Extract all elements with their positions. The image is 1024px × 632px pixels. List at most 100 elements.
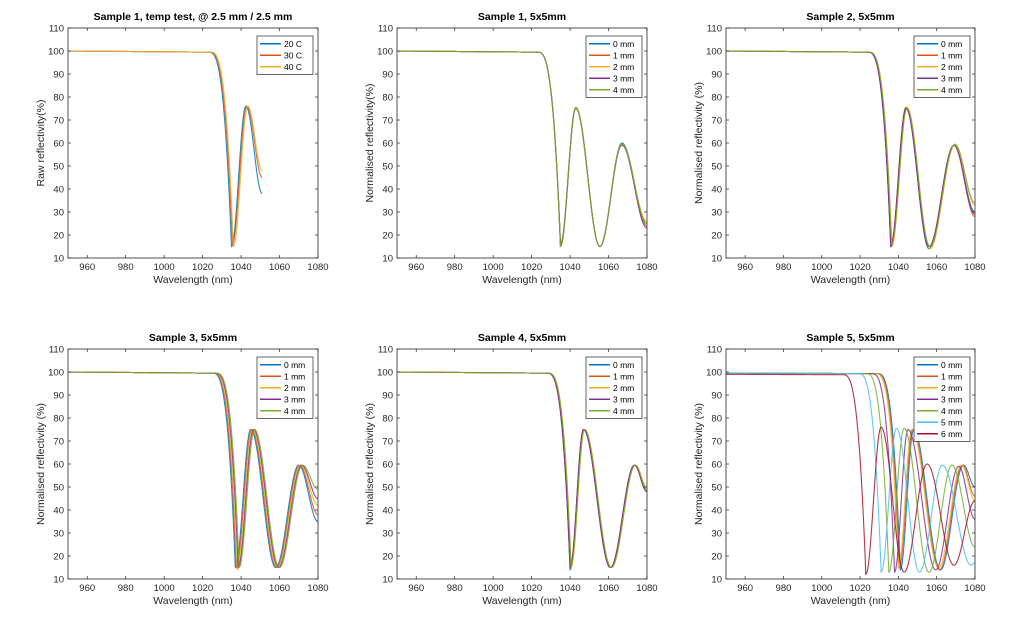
legend: 20 C30 C 40 C (256, 35, 314, 75)
y-tick-label: 10 (711, 575, 722, 586)
y-tick-label: 110 (49, 345, 64, 356)
series-line-4-mm (397, 371, 648, 569)
y-tick-label: 50 (382, 162, 393, 173)
x-tick-label: 1000 (483, 262, 504, 273)
y-tick-label: 80 (53, 93, 64, 104)
y-axis-label: Raw reflectivity(%) (35, 100, 47, 187)
x-tick-label: 1000 (483, 583, 504, 594)
y-tick-label: 100 (706, 368, 722, 379)
y-tick-label: 90 (711, 70, 722, 81)
legend-label: 1 mm (941, 50, 962, 60)
legend-label: 4 mm (941, 406, 962, 416)
y-tick-label: 30 (53, 529, 64, 540)
x-axis-label: Wavelength (nm) (153, 595, 233, 607)
x-tick-label: 1000 (811, 583, 832, 594)
y-tick-label: 20 (711, 231, 722, 242)
x-tick-label: 1060 (598, 262, 619, 273)
x-tick-label: 980 (776, 583, 792, 594)
y-tick-label: 80 (53, 414, 64, 425)
legend-label: 1 mm (613, 50, 634, 60)
x-axis-label: Wavelength (nm) (811, 595, 891, 607)
y-tick-label: 20 (382, 552, 393, 563)
y-tick-label: 50 (53, 162, 64, 173)
subplot-3: 960 980 1000 1020 1040 1060 108010203040506070… (693, 11, 986, 286)
x-tick-label: 1060 (926, 262, 947, 273)
subplot-4: 960 980 1000 1020 1040 1060 108010203040506070… (35, 332, 329, 607)
legend-label: 4 mm (613, 85, 634, 95)
x-tick-label: 1040 (560, 583, 581, 594)
x-tick-label: 1040 (888, 262, 909, 273)
x-tick-label: 1080 (636, 583, 657, 594)
legend-label: 6 mm (941, 429, 962, 439)
legend-label: 3 mm (613, 394, 634, 404)
y-tick-label: 90 (53, 391, 64, 402)
y-tick-label: 110 (378, 24, 393, 35)
y-tick-label: 100 (706, 47, 722, 58)
y-tick-label: 40 (382, 506, 393, 517)
y-tick-label: 20 (382, 231, 393, 242)
x-tick-label: 1000 (154, 262, 175, 273)
y-tick-label: 20 (711, 552, 722, 563)
x-tick-label: 960 (737, 262, 753, 273)
y-axis-label: Normalised reflectivity(%) (364, 83, 376, 202)
legend-label: 5 mm (941, 417, 962, 427)
x-tick-label: 1020 (850, 583, 871, 594)
y-tick-label: 10 (382, 254, 393, 265)
y-tick-label: 60 (382, 460, 393, 471)
x-tick-label: 1020 (192, 583, 213, 594)
legend-label: 1 mm (284, 371, 305, 381)
x-axis-label: Wavelength (nm) (482, 274, 562, 286)
y-tick-label: 100 (377, 47, 393, 58)
legend-label: 20 C (284, 39, 302, 49)
y-tick-label: 90 (53, 70, 64, 81)
y-axis-label: Normalised reflectivity (%) (35, 403, 47, 525)
subplot-2: 960 980 1000 1020 1040 1060 108010203040506070… (364, 11, 658, 286)
legend-label: 2 mm (284, 383, 305, 393)
legend: 0 mm1 mm 2 mm3 mm 4 mm (585, 356, 643, 419)
x-tick-label: 980 (776, 262, 792, 273)
y-tick-label: 50 (711, 483, 722, 494)
y-tick-label: 90 (711, 391, 722, 402)
legend: 0 mm1 mm 2 mm3 mm 4 mm (585, 35, 643, 98)
y-tick-label: 10 (711, 254, 722, 265)
series-line-4-mm (68, 371, 319, 569)
y-tick-label: 110 (707, 24, 722, 35)
y-tick-label: 60 (382, 139, 393, 150)
legend: 0 mm1 mm 2 mm3 mm 4 mm5 mm 6 mm (913, 356, 971, 442)
x-tick-label: 1020 (521, 262, 542, 273)
legend-label: 0 mm (941, 360, 962, 370)
subplot-title: Sample 4, 5x5mm (478, 332, 566, 344)
y-tick-label: 70 (53, 116, 64, 127)
x-tick-label: 1020 (192, 262, 213, 273)
legend-label: 4 mm (613, 406, 634, 416)
y-tick-label: 40 (711, 506, 722, 517)
x-tick-label: 1060 (269, 583, 290, 594)
x-tick-label: 1060 (926, 583, 947, 594)
legend-label: 1 mm (941, 371, 962, 381)
legend-label: 4 mm (284, 406, 305, 416)
y-tick-label: 50 (711, 162, 722, 173)
y-tick-label: 30 (382, 529, 393, 540)
x-tick-label: 960 (737, 583, 753, 594)
y-tick-label: 10 (382, 575, 393, 586)
legend-label: 0 mm (613, 39, 634, 49)
y-tick-label: 70 (53, 437, 64, 448)
x-tick-label: 1040 (231, 583, 252, 594)
series-line-4-mm (726, 50, 976, 248)
x-tick-label: 960 (408, 583, 424, 594)
y-axis-label: Normalised reflectivity (%) (693, 403, 705, 525)
y-tick-label: 60 (53, 460, 64, 471)
subplot-title: Sample 1, temp test, @ 2.5 mm / 2.5 mm (94, 11, 293, 23)
y-tick-label: 110 (378, 345, 393, 356)
x-tick-label: 980 (447, 583, 463, 594)
y-tick-label: 30 (711, 529, 722, 540)
y-tick-label: 70 (382, 437, 393, 448)
x-tick-label: 960 (408, 262, 424, 273)
x-tick-label: 1080 (307, 583, 328, 594)
subplot-5: 960 980 1000 1020 1040 1060 108010203040506070… (364, 332, 658, 607)
y-tick-label: 80 (382, 414, 393, 425)
legend-label: 3 mm (941, 394, 962, 404)
x-tick-label: 1080 (964, 262, 985, 273)
legend-label: 1 mm (613, 371, 634, 381)
